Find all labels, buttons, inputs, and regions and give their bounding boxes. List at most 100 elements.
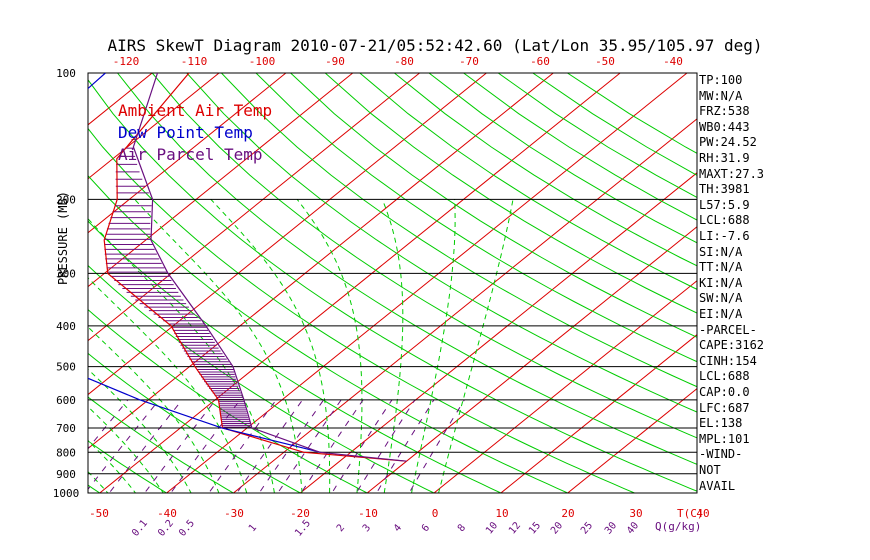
mixing-ratio-line <box>170 399 241 493</box>
y-axis-label: PRESSURE (MB) <box>56 191 70 285</box>
isotherm-line <box>299 172 697 493</box>
dry-adiabat-line <box>359 73 697 290</box>
mixing-ratio-label: 40 <box>625 520 641 536</box>
isotherm-line <box>88 73 487 396</box>
bottom-temp-tick: 10 <box>495 507 508 520</box>
index-item: LFC:687 <box>699 400 750 415</box>
index-item: FRZ:538 <box>699 104 750 119</box>
mixing-ratio-line <box>408 399 465 493</box>
mixing-ratio-label: 8 <box>456 523 468 535</box>
isotherm-line <box>433 280 697 493</box>
dry-adiabat-line <box>88 396 235 493</box>
index-item: NOT <box>699 463 721 477</box>
moist-adiabat-line <box>88 406 164 493</box>
dry-adiabat-line <box>88 264 436 493</box>
dry-adiabat-line <box>88 127 636 493</box>
mixing-ratio-line <box>331 399 393 493</box>
index-item: CAP:0.0 <box>699 385 750 399</box>
top-temp-tick: -120 <box>113 55 140 68</box>
top-temp-tick: -60 <box>530 55 550 68</box>
isotherm-line <box>88 73 354 288</box>
legend-air-parcel-temp: Air Parcel Temp <box>118 145 263 164</box>
dry-adiabat-line <box>255 73 697 363</box>
moist-adiabat-line <box>438 199 514 493</box>
isotherm-line <box>500 334 697 493</box>
mixing-ratio-label: 4 <box>392 523 404 535</box>
pressure-tick-label: 200 <box>56 193 76 206</box>
dry-adiabat-line <box>117 73 697 465</box>
moist-adiabat-line <box>381 199 404 493</box>
mixing-ratio-label: 12 <box>507 520 523 536</box>
top-temp-tick: -110 <box>181 55 208 68</box>
index-item: LI:-7.6 <box>699 229 750 243</box>
legend-dew-point-temp: Dew Point Temp <box>118 123 253 142</box>
moist-adiabat-line <box>88 326 220 493</box>
index-item: CAPE:3162 <box>699 338 765 353</box>
index-item: SI:N/A <box>699 244 743 259</box>
plot-frame <box>87 72 698 494</box>
dry-adiabat-line <box>88 440 168 493</box>
mixing-ratio-label: 1 <box>247 523 259 535</box>
cape-hatch <box>104 139 252 428</box>
pressure-tick-label: 800 <box>56 446 76 459</box>
bottom-temp-tick: -20 <box>290 507 310 520</box>
mixing-ratio-label: 10 <box>484 520 500 536</box>
isotherm-line <box>88 73 220 180</box>
index-item: EI:N/A <box>699 307 743 321</box>
dry-adiabat-line <box>88 352 302 493</box>
index-item: CINH:154 <box>699 353 757 368</box>
mixing-ratio-line <box>355 399 416 493</box>
index-item: PW:24.52 <box>699 135 757 150</box>
top-temp-tick: -50 <box>595 55 615 68</box>
dry-adiabat-line <box>151 73 697 439</box>
isotherm-line <box>0 73 85 502</box>
dry-adiabat-line <box>463 73 697 221</box>
bottom-temp-tick: 30 <box>629 507 642 520</box>
isotherm-line <box>165 73 688 493</box>
mixing-ratio-line <box>300 399 364 493</box>
moist-adiabat-line <box>410 199 456 493</box>
index-item: EL:138 <box>699 416 743 431</box>
dry-adiabat-line <box>88 175 569 493</box>
bottom-temp-tick: 0 <box>432 507 439 520</box>
index-item: LCL:688 <box>699 213 750 228</box>
dry-adiabat-line <box>221 73 697 388</box>
index-item: AVAIL <box>699 478 736 493</box>
mixing-ratio-line <box>108 399 183 493</box>
moist-adiabat-line <box>88 368 192 493</box>
mixing-ratio-label: 1.5 <box>293 518 313 539</box>
index-item: TT:N/A <box>699 260 743 275</box>
isobars <box>87 72 698 494</box>
pressure-tick-label: 1000 <box>53 487 80 500</box>
mixing-ratio-line <box>375 399 435 493</box>
dry-adiabat-line <box>428 73 697 244</box>
profile-series <box>88 73 407 462</box>
mixing-ratio-label: 3 <box>361 523 373 535</box>
moist-adiabat-line <box>296 199 363 493</box>
dry-adiabat-line <box>324 73 697 314</box>
isotherm-line <box>566 387 697 493</box>
mixing-ratio-line <box>143 399 216 493</box>
index-item: TP:100 <box>699 73 743 87</box>
index-item: TH:3981 <box>699 182 750 197</box>
pressure-tick-label: 500 <box>56 361 76 374</box>
moist-adiabat-line <box>88 277 248 493</box>
dry-adiabat-line <box>290 73 697 338</box>
mixing-ratio-line <box>258 399 325 493</box>
mixing-ratio-label: 20 <box>549 520 565 536</box>
index-item: MPL:101 <box>699 431 750 446</box>
mixing-ratio-label: 25 <box>579 520 595 536</box>
legend-ambient-air-temp: Ambient Air Temp <box>118 101 273 120</box>
pressure-tick-label: 100 <box>56 67 76 80</box>
index-item: MW:N/A <box>699 88 743 103</box>
dry-adiabat-line <box>88 79 697 492</box>
pressure-tick-label: 900 <box>56 468 76 481</box>
index-item: SW:N/A <box>699 291 743 306</box>
mixing-ratio-label: 0.2 <box>156 518 176 539</box>
mixing-ratio-line <box>88 399 160 490</box>
bottom-temp-tick: 20 <box>561 507 574 520</box>
mixing-ratio-line <box>236 399 304 493</box>
isotherm-line <box>232 118 697 493</box>
mixing-ratio-label: 15 <box>527 520 543 536</box>
moist-adiabat-line <box>210 199 331 493</box>
